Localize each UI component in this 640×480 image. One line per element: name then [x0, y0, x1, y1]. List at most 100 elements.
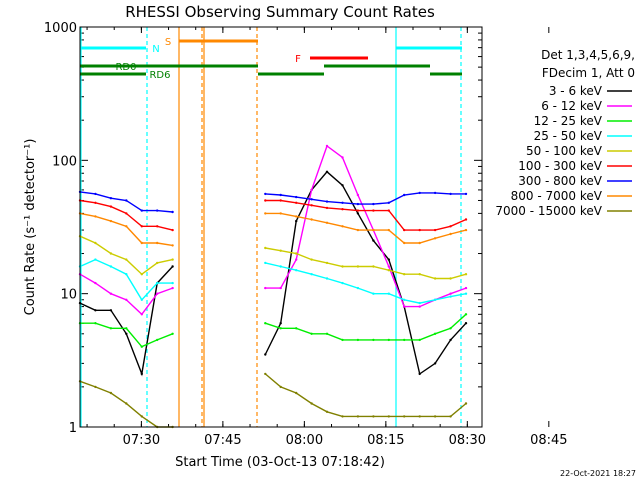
data-point [171, 228, 174, 232]
data-point [464, 273, 468, 276]
data-point [356, 338, 360, 342]
y-tick-label: 10 [60, 288, 77, 303]
chart-axes: 07:30 07:45 08:00 08:15 08:30 08:45 1 10 100 1000 [44, 21, 568, 448]
data-point [264, 286, 267, 290]
data-point [171, 286, 174, 290]
data-point [325, 410, 329, 413]
plot-frame [79, 26, 483, 428]
data-point [279, 265, 282, 268]
data-point [418, 191, 421, 195]
data-point [279, 327, 282, 330]
data-point [94, 309, 97, 312]
data-point [171, 210, 174, 214]
data-point [156, 225, 159, 228]
data-point [310, 402, 313, 405]
data-point [356, 209, 360, 212]
data-point [140, 273, 143, 276]
data-point [140, 313, 143, 316]
data-point [387, 201, 390, 204]
data-point [403, 338, 406, 342]
state-label-rd0: RD0 [115, 62, 136, 73]
data-point [109, 309, 113, 312]
data-point [156, 338, 159, 342]
data-point [140, 298, 143, 301]
data-point [341, 281, 344, 285]
data-point [264, 261, 267, 265]
data-point [449, 225, 452, 228]
data-point [156, 209, 159, 212]
data-point [279, 322, 282, 325]
data-point [94, 385, 97, 389]
data-point [372, 228, 375, 232]
data-point [341, 208, 344, 211]
data-point [418, 301, 421, 305]
data-point [449, 232, 452, 236]
data-point [325, 200, 329, 203]
legend-label: 3 - 6 keV [549, 84, 603, 98]
data-point [403, 228, 406, 232]
data-point [279, 199, 282, 202]
data-point [295, 215, 298, 218]
data-point [464, 286, 468, 290]
data-point [310, 332, 313, 335]
data-point [387, 228, 390, 232]
data-point [109, 292, 113, 295]
data-point [403, 193, 406, 197]
data-point [387, 258, 390, 261]
data-point [387, 209, 390, 212]
data-point [94, 215, 97, 218]
data-point [171, 244, 174, 247]
data-point [356, 212, 360, 215]
data-point [418, 305, 421, 308]
data-point [372, 265, 375, 268]
data-point [325, 144, 329, 148]
data-point [341, 265, 344, 268]
state-label-rd6: RD6 [149, 70, 170, 81]
data-point [264, 246, 267, 250]
data-point [109, 391, 113, 395]
data-point [403, 415, 406, 418]
data-point [372, 338, 375, 342]
data-point [109, 252, 113, 255]
data-point [387, 338, 390, 342]
data-point [264, 199, 267, 202]
data-point [341, 415, 344, 418]
data-point [279, 249, 282, 252]
data-point [94, 241, 97, 245]
data-point [418, 228, 421, 232]
data-point [403, 241, 406, 245]
legend-label: 7000 - 15000 keV [495, 204, 602, 218]
data-point [171, 258, 174, 261]
data-point [449, 338, 452, 342]
series-line [265, 192, 466, 205]
data-point [341, 201, 344, 204]
data-point [264, 212, 267, 215]
data-point [464, 402, 468, 405]
series-line [265, 247, 467, 280]
state-label-s: S [165, 37, 171, 48]
data-point [449, 327, 452, 330]
legend-header-1: Det 1,3,4,5,6,9, [541, 48, 635, 62]
timestamp: 22-Oct-2021 18:27 [560, 469, 636, 478]
data-point [140, 241, 143, 245]
legend-label: 6 - 12 keV [541, 99, 603, 113]
data-point [464, 228, 468, 232]
series-line [265, 212, 467, 244]
data-point [325, 277, 329, 280]
data-point [464, 322, 468, 325]
data-point [433, 298, 437, 301]
data-point [449, 415, 452, 418]
series-line [265, 262, 467, 304]
x-axis-label: Start Time (03-Oct-13 07:18:42) [175, 455, 385, 470]
data-point [325, 206, 329, 210]
data-point [372, 239, 375, 242]
data-point [140, 345, 143, 348]
legend-label: 50 - 100 keV [526, 144, 603, 158]
data-point [433, 415, 437, 418]
data-point [171, 281, 174, 285]
legend-label: 300 - 800 keV [518, 174, 602, 188]
data-point [156, 292, 159, 295]
data-point [125, 199, 128, 202]
data-point [418, 372, 421, 376]
